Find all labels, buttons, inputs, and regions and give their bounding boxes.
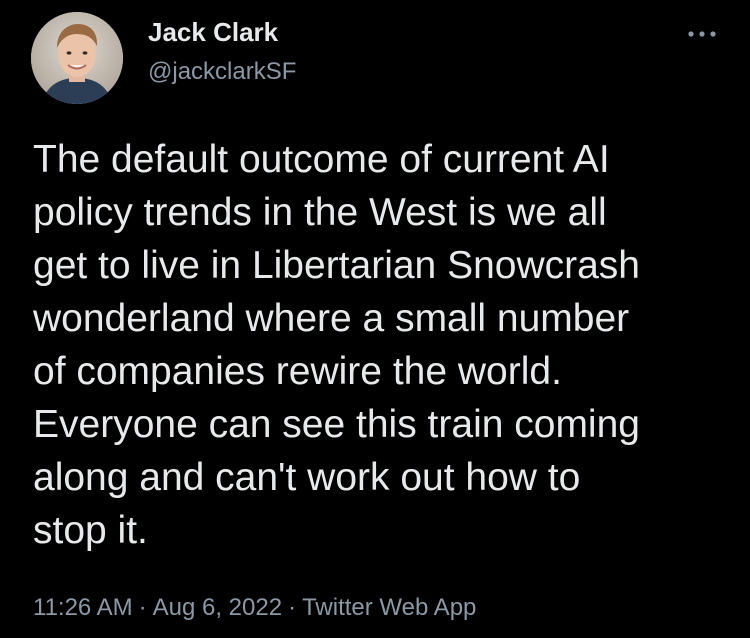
- tweet-source[interactable]: Twitter Web App: [302, 594, 477, 621]
- tweet-date[interactable]: Aug 6, 2022: [152, 594, 283, 621]
- display-name[interactable]: Jack Clark: [148, 17, 279, 47]
- tweet-metadata: 11:26 AM · Aug 6, 2022 · Twitter Web App: [33, 592, 476, 624]
- separator: ·: [138, 594, 147, 621]
- separator: ·: [288, 594, 297, 621]
- profile-photo-icon: [31, 12, 123, 104]
- more-horizontal-icon: [688, 31, 716, 37]
- author-block: Jack Clark @jackclarkSF: [148, 16, 296, 88]
- tweet-time[interactable]: 11:26 AM: [33, 594, 133, 621]
- more-options-button[interactable]: [678, 22, 726, 46]
- avatar[interactable]: [31, 12, 123, 104]
- handle[interactable]: @jackclarkSF: [148, 58, 297, 85]
- tweet-text: The default outcome of current AI policy…: [33, 138, 640, 552]
